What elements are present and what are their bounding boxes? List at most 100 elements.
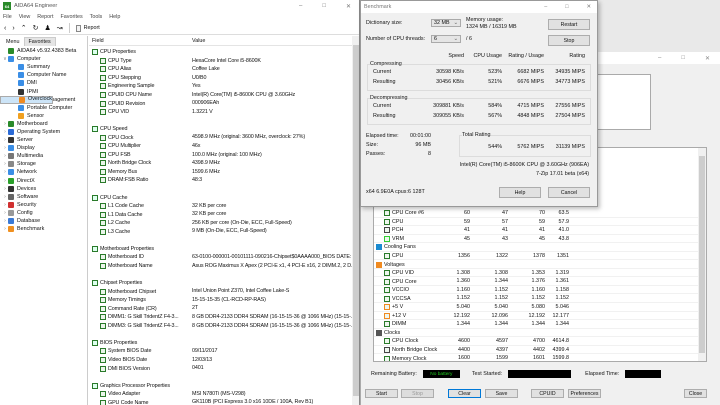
field-row[interactable]: GPU Code Name GK110B (PCI Express 3.0 x16…: [89, 398, 359, 405]
tree-item-multimedia[interactable]: › Multimedia: [0, 152, 87, 160]
tree-item-directx[interactable]: › DirectX: [0, 177, 87, 185]
field-row[interactable]: North Bridge Clock 4398.9 MHz: [89, 159, 359, 168]
field-row[interactable]: L1 Data Cache 32 KB per core: [89, 210, 359, 219]
sensor-group[interactable]: Clocks: [374, 329, 706, 338]
maximize-button[interactable]: □: [322, 2, 326, 9]
menu-report[interactable]: Report: [37, 14, 54, 20]
cpuid-button[interactable]: CPUID: [531, 389, 564, 398]
tree-item-config[interactable]: › Config: [0, 209, 87, 217]
tree-item-storage[interactable]: › Storage: [0, 160, 87, 168]
menu-help[interactable]: Help: [109, 14, 121, 20]
tree-item-server[interactable]: › Server: [0, 136, 87, 144]
sensor-row[interactable]: +5 V 5.040 5.040 5.080 5.046: [374, 303, 706, 312]
tree-item-security[interactable]: › Security: [0, 201, 87, 209]
forward-icon[interactable]: ›: [12, 24, 15, 32]
field-row[interactable]: Motherboard Name Asus ROG Maximus X Apex …: [89, 262, 359, 271]
tree-item-network[interactable]: › Network: [0, 168, 87, 176]
tree-item-operating-system[interactable]: › Operating System: [0, 128, 87, 136]
chevron-right-icon[interactable]: ›: [4, 145, 6, 152]
up-icon[interactable]: ⌃: [20, 25, 27, 32]
sensor-group[interactable]: Voltages: [374, 260, 706, 269]
maximize-button[interactable]: □: [681, 55, 685, 61]
field-row[interactable]: CPU Clock 4598.9 MHz (original: 3600 MHz,…: [89, 133, 359, 142]
field-row[interactable]: System BIOS Date 09/11/2017: [89, 347, 359, 356]
column-field[interactable]: Field: [92, 37, 104, 44]
tree-item-software[interactable]: › Software: [0, 193, 87, 201]
cancel-button[interactable]: Cancel: [548, 187, 590, 198]
field-row[interactable]: Memory Bus 1599.6 MHz: [89, 168, 359, 177]
sensor-row[interactable]: +12 V 12.192 12.096 12.192 12.177: [374, 312, 706, 321]
field-row[interactable]: CPU Alias Coffee Lake: [89, 65, 359, 74]
chevron-right-icon[interactable]: ›: [4, 128, 6, 135]
stop-benchmark-button[interactable]: Stop: [548, 35, 590, 46]
sensor-row[interactable]: Memory Clock 1600 1599 1601 1599.8: [374, 354, 706, 361]
field-row[interactable]: DIMM3: G Skill TridentZ F4-3... 8 GB DDR4…: [89, 322, 359, 331]
field-row[interactable]: Engineering Sample Yes: [89, 82, 359, 91]
maximize-button[interactable]: □: [565, 4, 569, 10]
sensor-row[interactable]: VCCIO 1.160 1.152 1.160 1.158: [374, 286, 706, 295]
menu-file[interactable]: File: [3, 14, 12, 20]
tree-item-portable-computer[interactable]: Portable Computer: [0, 104, 87, 112]
tree-item-database[interactable]: › Database: [0, 217, 87, 225]
field-row[interactable]: CPU Multiplier 46x: [89, 142, 359, 151]
chevron-right-icon[interactable]: ›: [4, 193, 6, 200]
sensor-row[interactable]: PCH 41 41 41 41.0: [374, 226, 706, 235]
user-icon[interactable]: ♟: [44, 25, 51, 32]
chevron-right-icon[interactable]: ›: [4, 185, 6, 192]
field-row[interactable]: L2 Cache 256 KB per core (On-Die, ECC, Fu…: [89, 219, 359, 228]
minimize-button[interactable]: –: [299, 2, 303, 9]
chevron-right-icon[interactable]: ›: [4, 177, 6, 184]
tree-item-overclock[interactable]: Overclock: [0, 95, 53, 104]
chevron-down-icon[interactable]: ∨: [3, 56, 7, 63]
field-row[interactable]: L3 Cache 9 MB (On-Die, ECC, Full-Speed): [89, 227, 359, 236]
sensor-row[interactable]: North Bridge Clock 4400 4397 4402 4399.4: [374, 346, 706, 355]
chevron-right-icon[interactable]: ›: [4, 137, 6, 144]
chevron-right-icon[interactable]: ›: [4, 161, 6, 168]
clear-button[interactable]: Clear: [448, 389, 481, 398]
sensor-row[interactable]: VCCSA 1.152 1.152 1.152 1.152: [374, 294, 706, 304]
close-button[interactable]: ✕: [704, 55, 710, 62]
tree-item-devices[interactable]: › Devices: [0, 185, 87, 193]
sensor-row[interactable]: CPU VID 1.308 1.308 1.353 1.319: [374, 269, 706, 278]
tree-item-benchmark[interactable]: › Benchmark: [0, 225, 87, 233]
tree-item-motherboard[interactable]: › Motherboard: [0, 120, 87, 128]
sensor-row[interactable]: CPU 1356 1322 1378 1351: [374, 252, 706, 261]
sensor-row[interactable]: CPU 59 57 59 57.9: [374, 218, 706, 227]
field-row[interactable]: CPUID CPU Name Intel(R) Core(TM) i5-8600K…: [89, 91, 359, 100]
field-row[interactable]: Video Adapter MSI N780Ti (MS-V298): [89, 390, 359, 399]
field-row[interactable]: DRAM:FSB Ratio 48:3: [89, 176, 359, 185]
scrollbar-thumb[interactable]: [699, 156, 705, 353]
menu-view[interactable]: View: [18, 14, 31, 20]
sensor-scrollbar[interactable]: [698, 148, 706, 361]
chevron-right-icon[interactable]: ›: [4, 226, 6, 233]
refresh-icon[interactable]: ↻: [32, 25, 39, 32]
chevron-right-icon[interactable]: ›: [4, 153, 6, 160]
minimize-button[interactable]: –: [658, 55, 662, 61]
tree-item-ipmi[interactable]: IPMI: [0, 87, 87, 95]
minimize-button[interactable]: –: [544, 4, 548, 10]
close-window-button[interactable]: Close: [684, 389, 707, 398]
menu-favorites[interactable]: Favorites: [60, 14, 83, 20]
field-row[interactable]: CPUID Revision 000906EAh: [89, 99, 359, 108]
start-button[interactable]: Start: [365, 389, 398, 398]
tree-item-sensor[interactable]: Sensor: [0, 112, 87, 120]
field-row[interactable]: CPU FSB 100.0 MHz (original: 100 MHz): [89, 151, 359, 160]
tree-item-summary[interactable]: Summary: [0, 63, 87, 71]
field-row[interactable]: CPU VID 1.3221 V: [89, 108, 359, 117]
field-row[interactable]: L1 Code Cache 32 KB per core: [89, 202, 359, 211]
field-row[interactable]: DIMM1: G Skill TridentZ F4-3... 8 GB DDR4…: [89, 313, 359, 322]
back-icon[interactable]: ‹: [4, 24, 7, 32]
field-row[interactable]: CPU Type HexaCore Intel Core i5-8600K: [89, 57, 359, 66]
tree-item-display[interactable]: › Display: [0, 144, 87, 152]
tree-item-aida64-v5-92-4383-beta[interactable]: AIDA64 v5.92.4383 Beta: [0, 47, 87, 55]
chevron-right-icon[interactable]: ›: [4, 201, 6, 208]
field-row[interactable]: DMI BIOS Version 0401: [89, 364, 359, 373]
restart-button[interactable]: Restart: [548, 19, 590, 30]
chevron-right-icon[interactable]: ›: [4, 209, 6, 216]
field-row[interactable]: CPU Stepping U0/B0: [89, 74, 359, 83]
vertical-scrollbar[interactable]: [352, 36, 359, 405]
close-button[interactable]: ✕: [345, 3, 351, 10]
tree-item-dmi[interactable]: DMI: [0, 79, 87, 87]
sensor-row[interactable]: CPU Core 1.360 1.344 1.376 1.361: [374, 277, 706, 286]
sensor-row[interactable]: CPU Core #6 60 47 70 63.5: [374, 209, 706, 218]
